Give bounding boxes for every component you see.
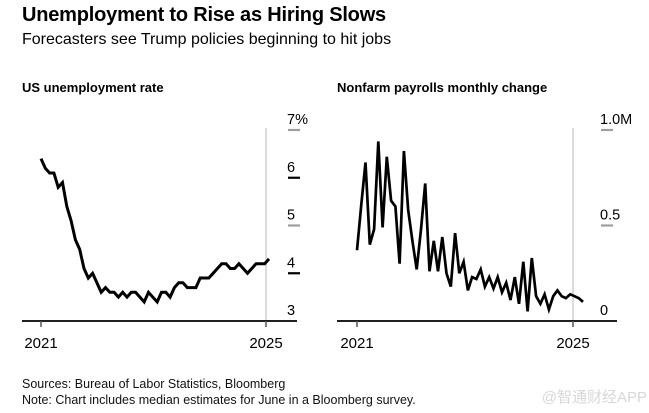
page-subtitle: Forecasters see Trump policies beginning…: [22, 31, 392, 48]
sources-text: Sources: Bureau of Labor Statistics, Blo…: [22, 377, 286, 391]
x-tick-label: 2025: [556, 335, 589, 352]
x-tick-label: 2021: [340, 335, 373, 352]
y-tick-label: 4: [287, 255, 295, 271]
y-tick-label: 5: [287, 208, 295, 224]
x-tick-label: 2025: [249, 335, 282, 352]
y-tick-label: 3: [287, 303, 295, 319]
y-tick-label: 1.0M: [600, 112, 632, 128]
y-tick-label: 0.5: [600, 208, 620, 224]
chart-title-unemployment: US unemployment rate: [22, 80, 164, 95]
footer: Sources: Bureau of Labor Statistics, Blo…: [22, 376, 416, 408]
data-line: [355, 141, 584, 315]
y-tick-label: 7%: [287, 112, 308, 128]
payrolls-change-chart: 2021 2025 1.0M 0.5 0: [337, 112, 632, 352]
data-line: [39, 157, 271, 305]
chart-title-payrolls: Nonfarm payrolls monthly change: [337, 80, 548, 95]
watermark-text: @智通财经APP: [541, 389, 647, 406]
y-tick-label: 0: [600, 303, 608, 319]
y-tick-label: 6: [287, 160, 295, 176]
note-text: Note: Chart includes median estimates fo…: [22, 393, 416, 407]
page-title: Unemployment to Rise as Hiring Slows: [22, 4, 386, 26]
x-tick-label: 2021: [24, 335, 57, 352]
unemployment-rate-chart: 2021 2025 7% 6 5 4 3: [22, 112, 308, 352]
